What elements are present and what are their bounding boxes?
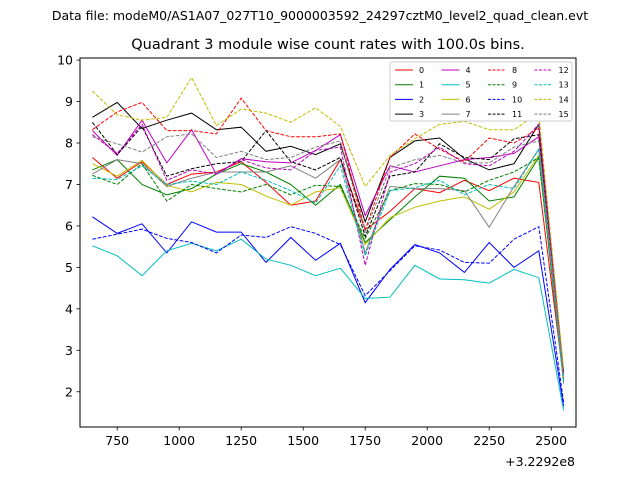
series-layer [92, 76, 565, 411]
series-line-0 [92, 157, 565, 380]
legend-label-13: 13 [559, 81, 569, 90]
series-line-2 [92, 216, 565, 407]
x-tick-label-1500: 1500 [287, 433, 319, 448]
legend-label-4: 4 [466, 66, 471, 75]
y-axis: 2 3 4 5 6 7 8 9 10 [57, 53, 80, 399]
legend-label-14: 14 [559, 95, 569, 104]
y-tick-label-10: 10 [57, 53, 73, 68]
x-offset-label: +3.2292e8 [505, 454, 575, 469]
y-tick-label-6: 6 [65, 218, 73, 233]
series-line-12 [92, 123, 565, 376]
legend-label-3: 3 [419, 110, 424, 119]
series-line-7 [92, 147, 565, 384]
series-line-11 [92, 121, 565, 372]
chart-suptitle: Data file: modeM0/AS1A07_027T10_90000035… [52, 8, 588, 23]
legend-label-1: 1 [419, 81, 424, 90]
legend-label-7: 7 [466, 110, 471, 119]
x-tick-label-1000: 1000 [163, 433, 195, 448]
series-line-6 [92, 154, 565, 378]
legend-label-9: 9 [512, 81, 517, 90]
y-tick-label-4: 4 [65, 301, 73, 316]
y-tick-label-9: 9 [65, 94, 73, 109]
x-axis: 750 1000 1250 1500 1750 2000 2250 2500 [105, 427, 567, 448]
plot-frame [79, 57, 577, 428]
legend-label-11: 11 [512, 110, 522, 119]
y-tick-label-2: 2 [65, 384, 73, 399]
y-tick-label-8: 8 [65, 135, 73, 150]
legend-label-15: 15 [559, 110, 569, 119]
x-tick-label-1750: 1750 [349, 433, 381, 448]
series-line-14 [92, 76, 565, 370]
x-tick-label-2500: 2500 [535, 433, 567, 448]
chart-title: Quadrant 3 module wise count rates with … [131, 37, 525, 53]
series-line-4 [92, 119, 565, 376]
y-tick-label-7: 7 [65, 177, 73, 192]
legend-label-5: 5 [466, 81, 471, 90]
legend-label-0: 0 [419, 66, 424, 75]
series-line-13 [92, 147, 565, 382]
series-line-5 [92, 238, 565, 411]
series-line-1 [92, 156, 565, 382]
legend-label-8: 8 [512, 66, 517, 75]
series-line-8 [92, 97, 565, 372]
x-tick-label-2250: 2250 [473, 433, 505, 448]
legend-label-12: 12 [559, 66, 569, 75]
legend-box [389, 61, 573, 122]
x-tick-label-750: 750 [105, 433, 129, 448]
x-tick-label-1250: 1250 [225, 433, 257, 448]
series-line-9 [92, 156, 565, 380]
x-tick-label-2000: 2000 [411, 433, 443, 448]
y-tick-label-3: 3 [65, 343, 73, 358]
legend-label-2: 2 [419, 95, 424, 104]
legend-label-10: 10 [512, 95, 522, 104]
series-line-15 [92, 133, 565, 376]
series-line-3 [92, 101, 565, 374]
series-line-10 [92, 225, 565, 403]
y-tick-label-5: 5 [65, 260, 73, 275]
legend-label-6: 6 [466, 95, 471, 104]
